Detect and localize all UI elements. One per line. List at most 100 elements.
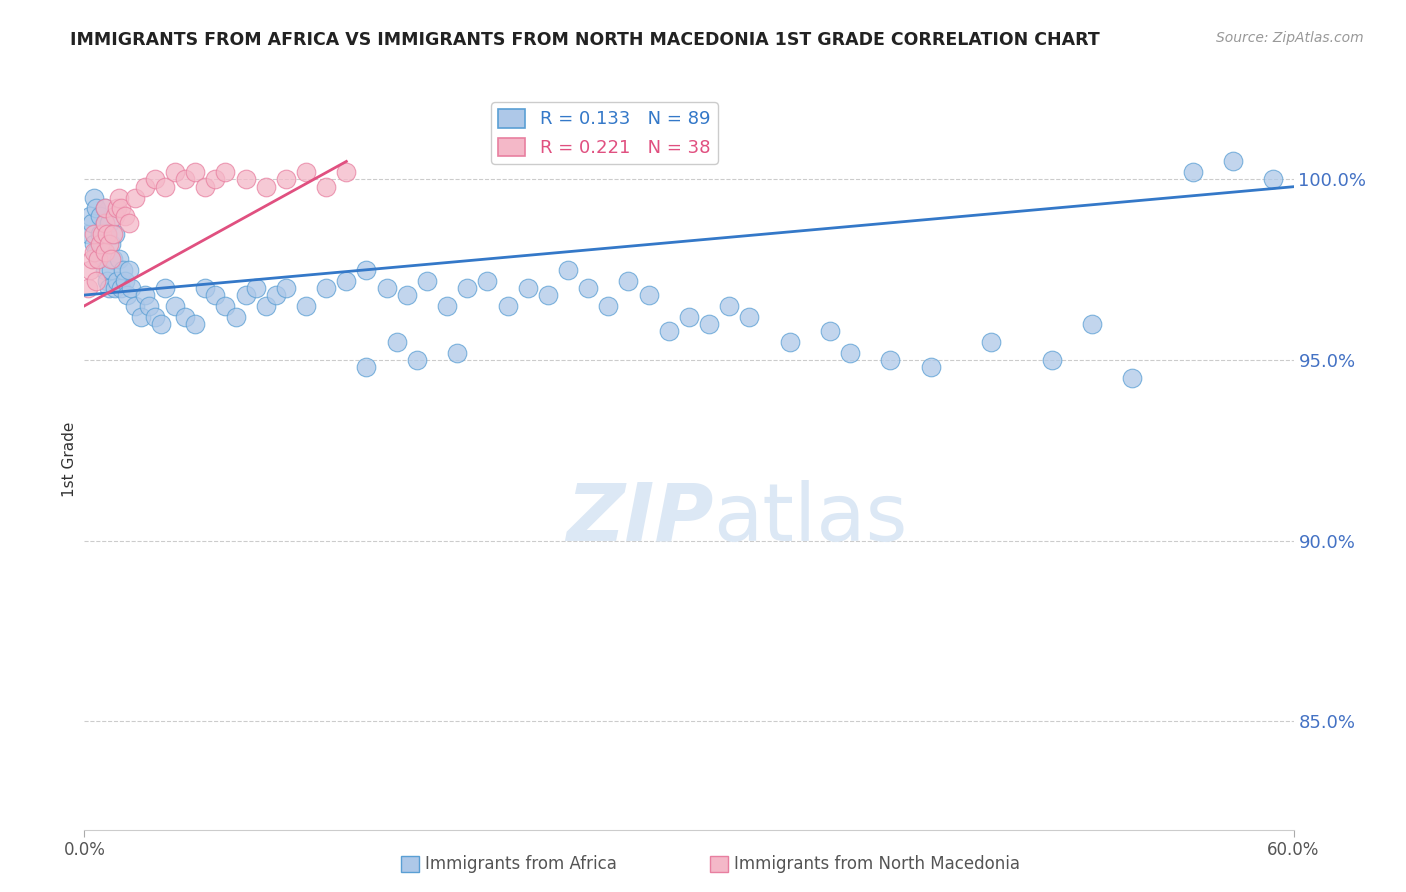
Point	[93, 216, 115, 230]
Point	[143, 310, 166, 324]
Point	[149, 317, 172, 331]
Point	[235, 172, 257, 186]
Text: Immigrants from Africa: Immigrants from Africa	[425, 855, 616, 873]
Point	[395, 288, 418, 302]
Point	[96, 227, 118, 241]
Point	[214, 299, 236, 313]
Point	[295, 299, 318, 313]
Point	[86, 202, 108, 216]
Point	[93, 216, 115, 230]
Point	[110, 202, 132, 216]
Point	[86, 244, 108, 259]
Point	[818, 324, 841, 338]
Point	[91, 237, 114, 252]
Point	[79, 209, 101, 223]
Point	[1081, 317, 1104, 331]
Point	[1181, 165, 1204, 179]
Point	[82, 216, 104, 230]
Point	[254, 179, 277, 194]
Point	[101, 227, 124, 241]
Point	[83, 190, 105, 204]
Point	[184, 317, 207, 331]
Point	[204, 288, 226, 302]
Point	[153, 281, 176, 295]
Point	[111, 262, 134, 277]
Point	[315, 281, 337, 295]
Point	[174, 310, 197, 324]
Point	[356, 360, 378, 375]
Point	[879, 353, 901, 368]
Point	[107, 190, 129, 204]
Point	[184, 165, 207, 179]
Point	[89, 209, 111, 223]
Point	[114, 209, 136, 223]
Point	[120, 281, 142, 295]
Point	[678, 310, 700, 324]
Point	[97, 281, 120, 295]
Point	[134, 179, 156, 194]
Point	[658, 324, 681, 338]
Point	[93, 202, 115, 216]
Point	[79, 262, 101, 277]
Text: ZIP: ZIP	[565, 480, 713, 558]
Point	[214, 165, 236, 179]
Point	[225, 310, 247, 324]
Point	[235, 288, 257, 302]
Point	[104, 227, 127, 241]
Point	[93, 262, 115, 277]
Point	[89, 237, 111, 252]
Point	[537, 288, 560, 302]
Legend: R = 0.133   N = 89, R = 0.221   N = 38: R = 0.133 N = 89, R = 0.221 N = 38	[491, 102, 717, 164]
Point	[107, 252, 129, 266]
Point	[91, 227, 114, 241]
Point	[456, 281, 478, 295]
Point	[105, 274, 128, 288]
Point	[93, 202, 115, 216]
Point	[138, 299, 160, 313]
Point	[82, 252, 104, 266]
Point	[637, 288, 659, 302]
Point	[598, 299, 620, 313]
Point	[104, 281, 127, 295]
Point	[204, 172, 226, 186]
Point	[375, 281, 398, 295]
Point	[124, 299, 146, 313]
Point	[576, 281, 599, 295]
Point	[446, 346, 468, 360]
Point	[129, 310, 152, 324]
Point	[697, 317, 720, 331]
Point	[617, 274, 640, 288]
Point	[101, 252, 124, 266]
Point	[97, 216, 120, 230]
Point	[87, 252, 110, 266]
Text: atlas: atlas	[713, 480, 907, 558]
Point	[83, 244, 105, 259]
Point	[165, 165, 187, 179]
Point	[86, 274, 108, 288]
Point	[89, 227, 111, 241]
Point	[105, 202, 128, 216]
Point	[96, 227, 118, 241]
Point	[110, 281, 132, 295]
Point	[97, 237, 120, 252]
Point	[718, 299, 741, 313]
Point	[335, 274, 357, 288]
Point	[96, 274, 118, 288]
Point	[254, 299, 277, 313]
Point	[738, 310, 761, 324]
Y-axis label: 1st Grade: 1st Grade	[62, 422, 77, 497]
Point	[356, 262, 378, 277]
Point	[104, 209, 127, 223]
Point	[385, 334, 408, 349]
Point	[153, 179, 176, 194]
Point	[118, 216, 141, 230]
Point	[920, 360, 942, 375]
Point	[87, 252, 110, 266]
Point	[264, 288, 287, 302]
Point	[557, 262, 579, 277]
Point	[165, 299, 187, 313]
Point	[406, 353, 429, 368]
Point	[1263, 172, 1285, 186]
Point	[100, 252, 122, 266]
Point	[118, 262, 141, 277]
